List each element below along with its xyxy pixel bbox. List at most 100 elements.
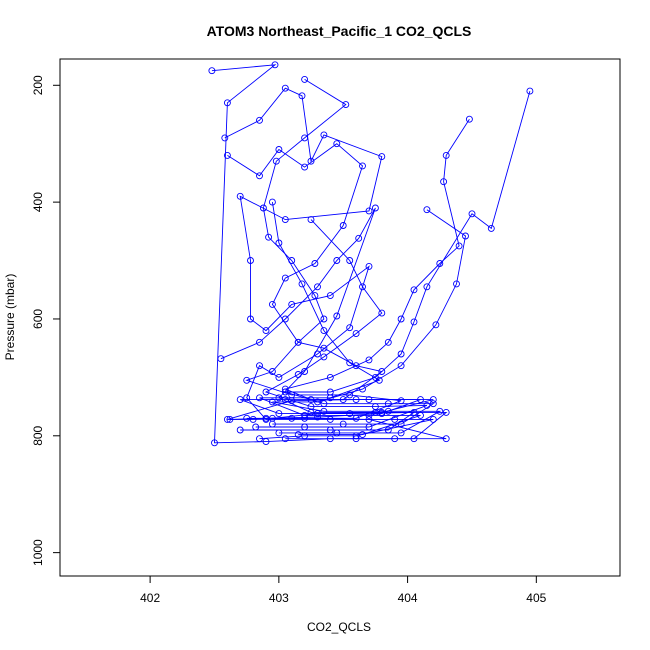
data-point (301, 411, 309, 419)
data-point (333, 140, 341, 148)
data-point (307, 396, 315, 404)
data-point (294, 371, 302, 378)
data-point (268, 368, 276, 375)
data-point (440, 178, 448, 186)
profile-series (256, 198, 424, 439)
data-point (236, 396, 244, 404)
data-point (320, 353, 328, 361)
data-point (375, 376, 383, 384)
data-point (487, 224, 495, 232)
data-point (247, 257, 254, 264)
data-point (252, 423, 260, 431)
data-point (410, 286, 418, 294)
data-point (256, 362, 263, 370)
data-point (346, 359, 354, 367)
data-point (384, 407, 392, 415)
data-point (346, 391, 354, 399)
data-point (371, 403, 379, 411)
data-point (314, 283, 321, 291)
data-point (320, 344, 328, 352)
data-point (429, 396, 437, 404)
data-point (281, 435, 289, 443)
data-point (359, 431, 366, 439)
data-point (339, 222, 347, 229)
data-point (365, 411, 373, 419)
x-tick-label: 404 (398, 591, 418, 605)
data-point (365, 396, 373, 404)
chart-title: ATOM3 Northeast_Pacific_1 CO2_QCLS (207, 23, 472, 39)
data-point (436, 407, 444, 415)
data-point (311, 260, 319, 267)
data-point (453, 280, 460, 288)
data-point (526, 87, 534, 95)
data-point (301, 423, 309, 431)
data-point (365, 207, 373, 215)
data-point (417, 411, 424, 419)
data-point (281, 216, 289, 224)
data-point (256, 394, 263, 402)
y-axis-label: Pressure (mbar) (3, 274, 17, 361)
data-point (378, 368, 386, 375)
data-point (320, 407, 328, 415)
data-point (256, 116, 263, 124)
data-point (326, 292, 334, 300)
data-point (301, 134, 309, 142)
data-point (256, 338, 263, 346)
data-point (223, 151, 231, 159)
data-point (265, 233, 273, 241)
x-axis: 402 403 404 405 (140, 576, 547, 605)
data-point (314, 413, 321, 421)
data-point (333, 312, 341, 320)
data-point (442, 408, 450, 416)
data-point (256, 435, 263, 443)
data-point (226, 415, 234, 423)
data-point (442, 435, 450, 443)
series-line (272, 90, 531, 425)
data-point (320, 131, 328, 139)
x-tick-label: 405 (526, 591, 546, 605)
data-point (298, 280, 306, 288)
data-point (236, 426, 244, 434)
data-point (365, 262, 373, 270)
series-line (255, 219, 428, 428)
data-point (371, 204, 379, 212)
plot-area-frame (59, 58, 621, 577)
data-point (208, 67, 216, 75)
data-point (410, 435, 418, 443)
data-point (352, 362, 360, 370)
data-point (346, 410, 354, 418)
data-point (307, 216, 315, 224)
data-point (281, 84, 289, 92)
x-tick-label: 403 (269, 591, 289, 605)
data-point (342, 101, 350, 109)
data-point (236, 192, 244, 200)
data-point (288, 414, 296, 422)
data-point (455, 242, 463, 250)
data-point (211, 439, 218, 447)
data-point (271, 61, 279, 69)
data-point (320, 315, 328, 323)
data-point (223, 99, 231, 107)
data-point (262, 388, 270, 396)
data-point (429, 400, 437, 408)
profile-series (268, 206, 469, 437)
data-point (281, 315, 289, 323)
data-point (397, 315, 405, 323)
data-point (397, 429, 405, 437)
data-point (365, 356, 373, 364)
series-line (220, 207, 448, 440)
data-point (333, 429, 341, 437)
data-point (326, 373, 334, 381)
profile-series (252, 216, 431, 431)
data-point (307, 403, 315, 411)
data-point (268, 300, 276, 308)
y-tick-label: 1000 (31, 539, 45, 566)
data-point (423, 206, 431, 214)
profile-series (268, 87, 534, 428)
data-point (294, 431, 302, 439)
data-point (397, 397, 405, 405)
data-point (333, 257, 341, 264)
data-point (307, 157, 315, 165)
y-tick-label: 800 (31, 425, 45, 445)
series-line (211, 64, 447, 444)
